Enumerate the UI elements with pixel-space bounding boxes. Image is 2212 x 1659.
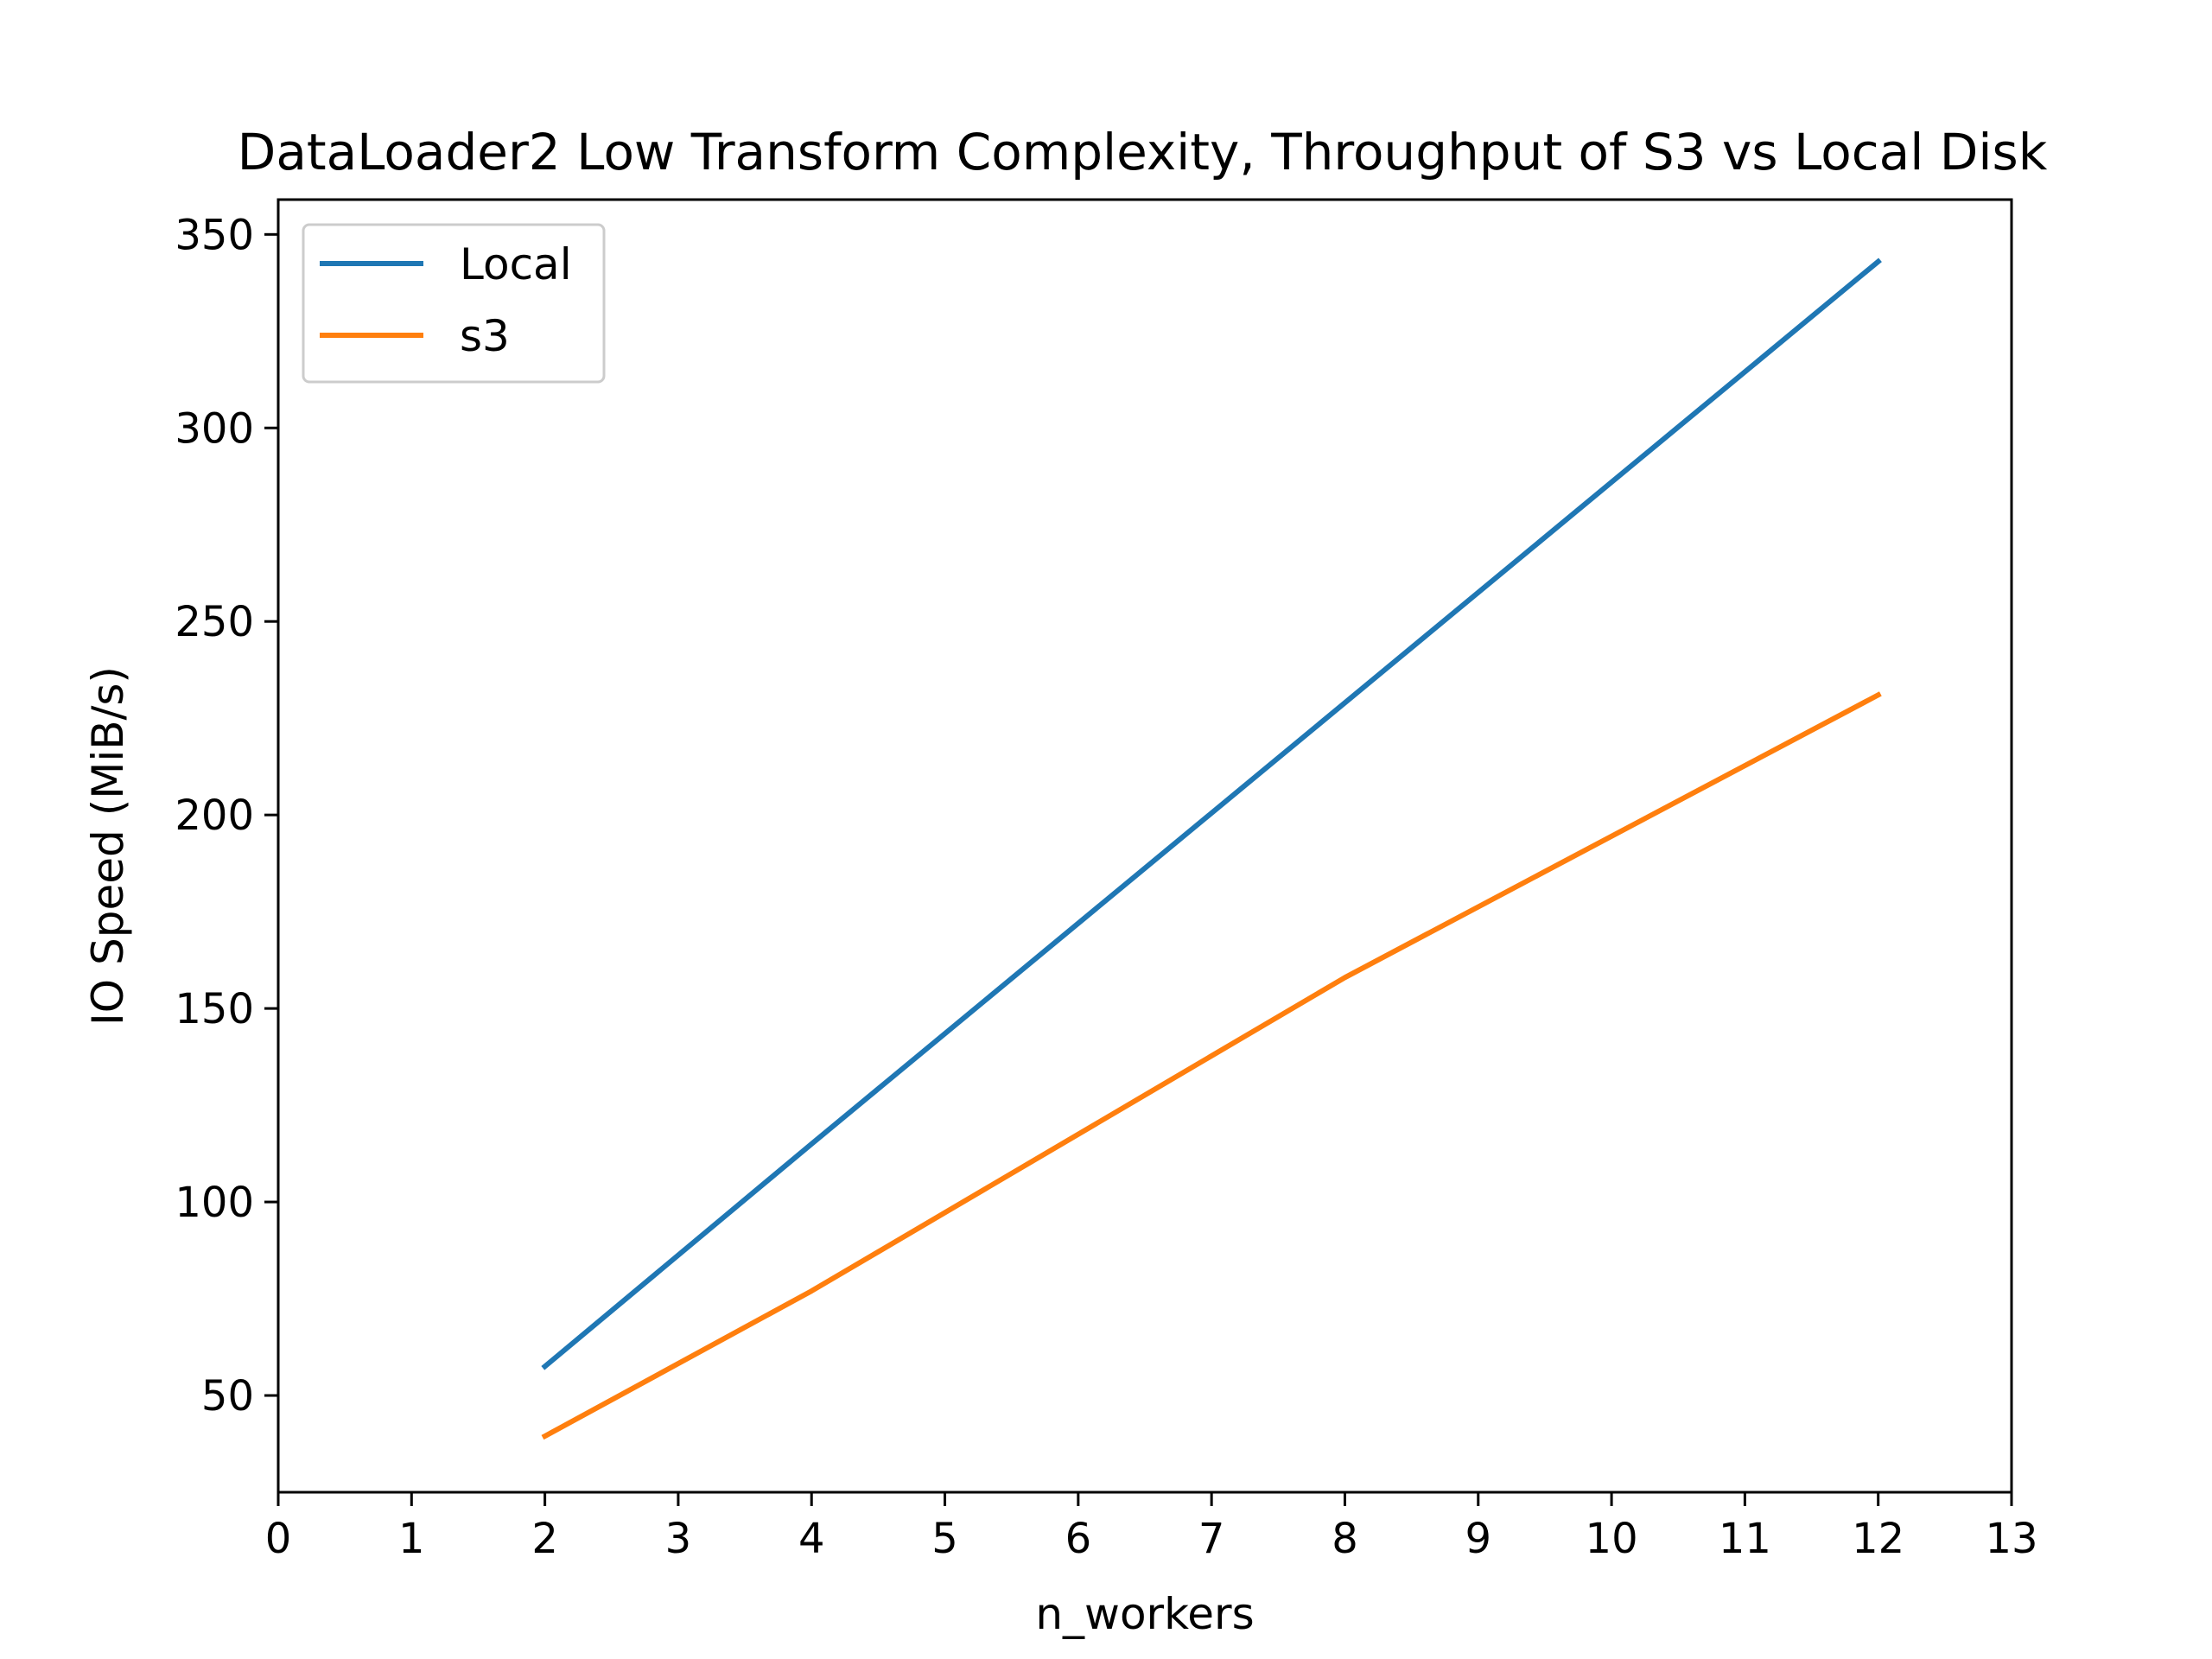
legend-label-s3: s3: [460, 311, 510, 361]
plot-area: [278, 200, 2012, 1492]
y-axis: 50 100 150 200 250 300 350: [175, 211, 278, 1421]
x-tick-label: 0: [265, 1515, 292, 1563]
x-tick-label: 6: [1065, 1515, 1092, 1563]
x-tick-label: 2: [531, 1515, 558, 1563]
x-tick-label: 1: [398, 1515, 425, 1563]
x-tick-label: 4: [798, 1515, 825, 1563]
y-tick-label: 250: [175, 598, 254, 646]
x-tick-label: 3: [665, 1515, 692, 1563]
plot-border: [276, 198, 2013, 1494]
y-tick-label: 200: [175, 791, 254, 840]
series-layer: [541, 257, 1882, 1440]
series-line-local: [541, 257, 1882, 1370]
x-tick-label: 11: [1719, 1515, 1771, 1563]
y-tick-label: 100: [175, 1179, 254, 1227]
y-tick-label: 350: [175, 211, 254, 259]
x-tick-label: 9: [1465, 1515, 1491, 1563]
x-axis-label: n_workers: [1035, 1589, 1254, 1639]
series-line-s3: [541, 691, 1882, 1440]
y-tick-label: 50: [201, 1372, 254, 1421]
y-axis-label: IO Speed (MiB/s): [83, 666, 133, 1026]
x-tick-label: 13: [1985, 1515, 2037, 1563]
x-tick-label: 7: [1198, 1515, 1225, 1563]
y-tick-label: 150: [175, 985, 254, 1033]
chart-title: DataLoader2 Low Transform Complexity, Th…: [238, 123, 2048, 181]
legend-label-local: Local: [460, 239, 572, 289]
x-tick-label: 5: [931, 1515, 958, 1563]
x-tick-label: 12: [1852, 1515, 1904, 1563]
x-axis: 0 1 2 3 4 5 6 7 8 9 10 11 12 13: [265, 1492, 2038, 1563]
legend: Local s3: [302, 223, 606, 384]
x-tick-label: 8: [1332, 1515, 1358, 1563]
y-tick-label: 300: [175, 404, 254, 453]
x-tick-label: 10: [1586, 1515, 1638, 1563]
